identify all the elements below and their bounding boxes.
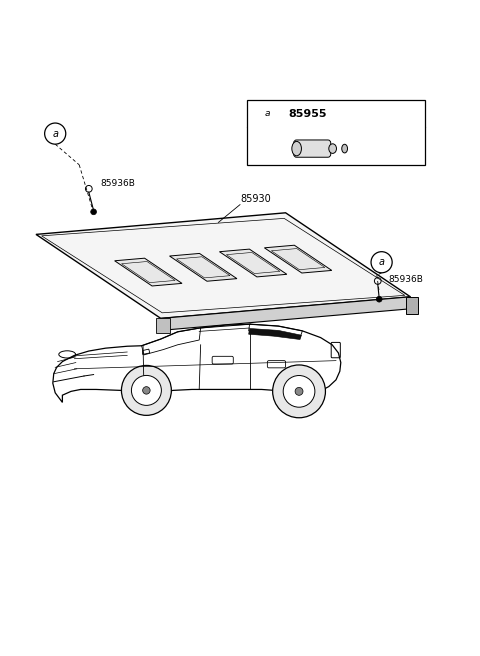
- Circle shape: [283, 375, 315, 407]
- Circle shape: [143, 386, 150, 394]
- Ellipse shape: [342, 144, 348, 153]
- Polygon shape: [156, 318, 170, 333]
- Text: a: a: [264, 109, 270, 118]
- Text: 85936B: 85936B: [101, 180, 136, 188]
- FancyBboxPatch shape: [294, 140, 331, 157]
- Circle shape: [295, 388, 303, 396]
- Polygon shape: [406, 297, 418, 314]
- Circle shape: [273, 365, 325, 418]
- Circle shape: [91, 209, 96, 215]
- Text: 85930: 85930: [240, 194, 271, 204]
- Polygon shape: [36, 213, 410, 318]
- Text: 85936B: 85936B: [389, 276, 424, 285]
- Circle shape: [376, 297, 382, 302]
- Text: 85955: 85955: [288, 109, 326, 119]
- Polygon shape: [161, 297, 410, 331]
- Ellipse shape: [292, 142, 301, 155]
- Polygon shape: [169, 253, 237, 281]
- Circle shape: [45, 123, 66, 144]
- Polygon shape: [249, 329, 301, 340]
- Ellipse shape: [329, 144, 336, 154]
- Bar: [247, 100, 425, 165]
- Circle shape: [121, 365, 171, 415]
- Circle shape: [132, 375, 161, 405]
- Polygon shape: [115, 258, 182, 286]
- Circle shape: [258, 104, 277, 123]
- Text: a: a: [379, 257, 384, 267]
- Polygon shape: [219, 249, 287, 277]
- Polygon shape: [264, 245, 332, 273]
- Circle shape: [371, 252, 392, 273]
- Polygon shape: [53, 324, 341, 402]
- Text: a: a: [52, 129, 58, 138]
